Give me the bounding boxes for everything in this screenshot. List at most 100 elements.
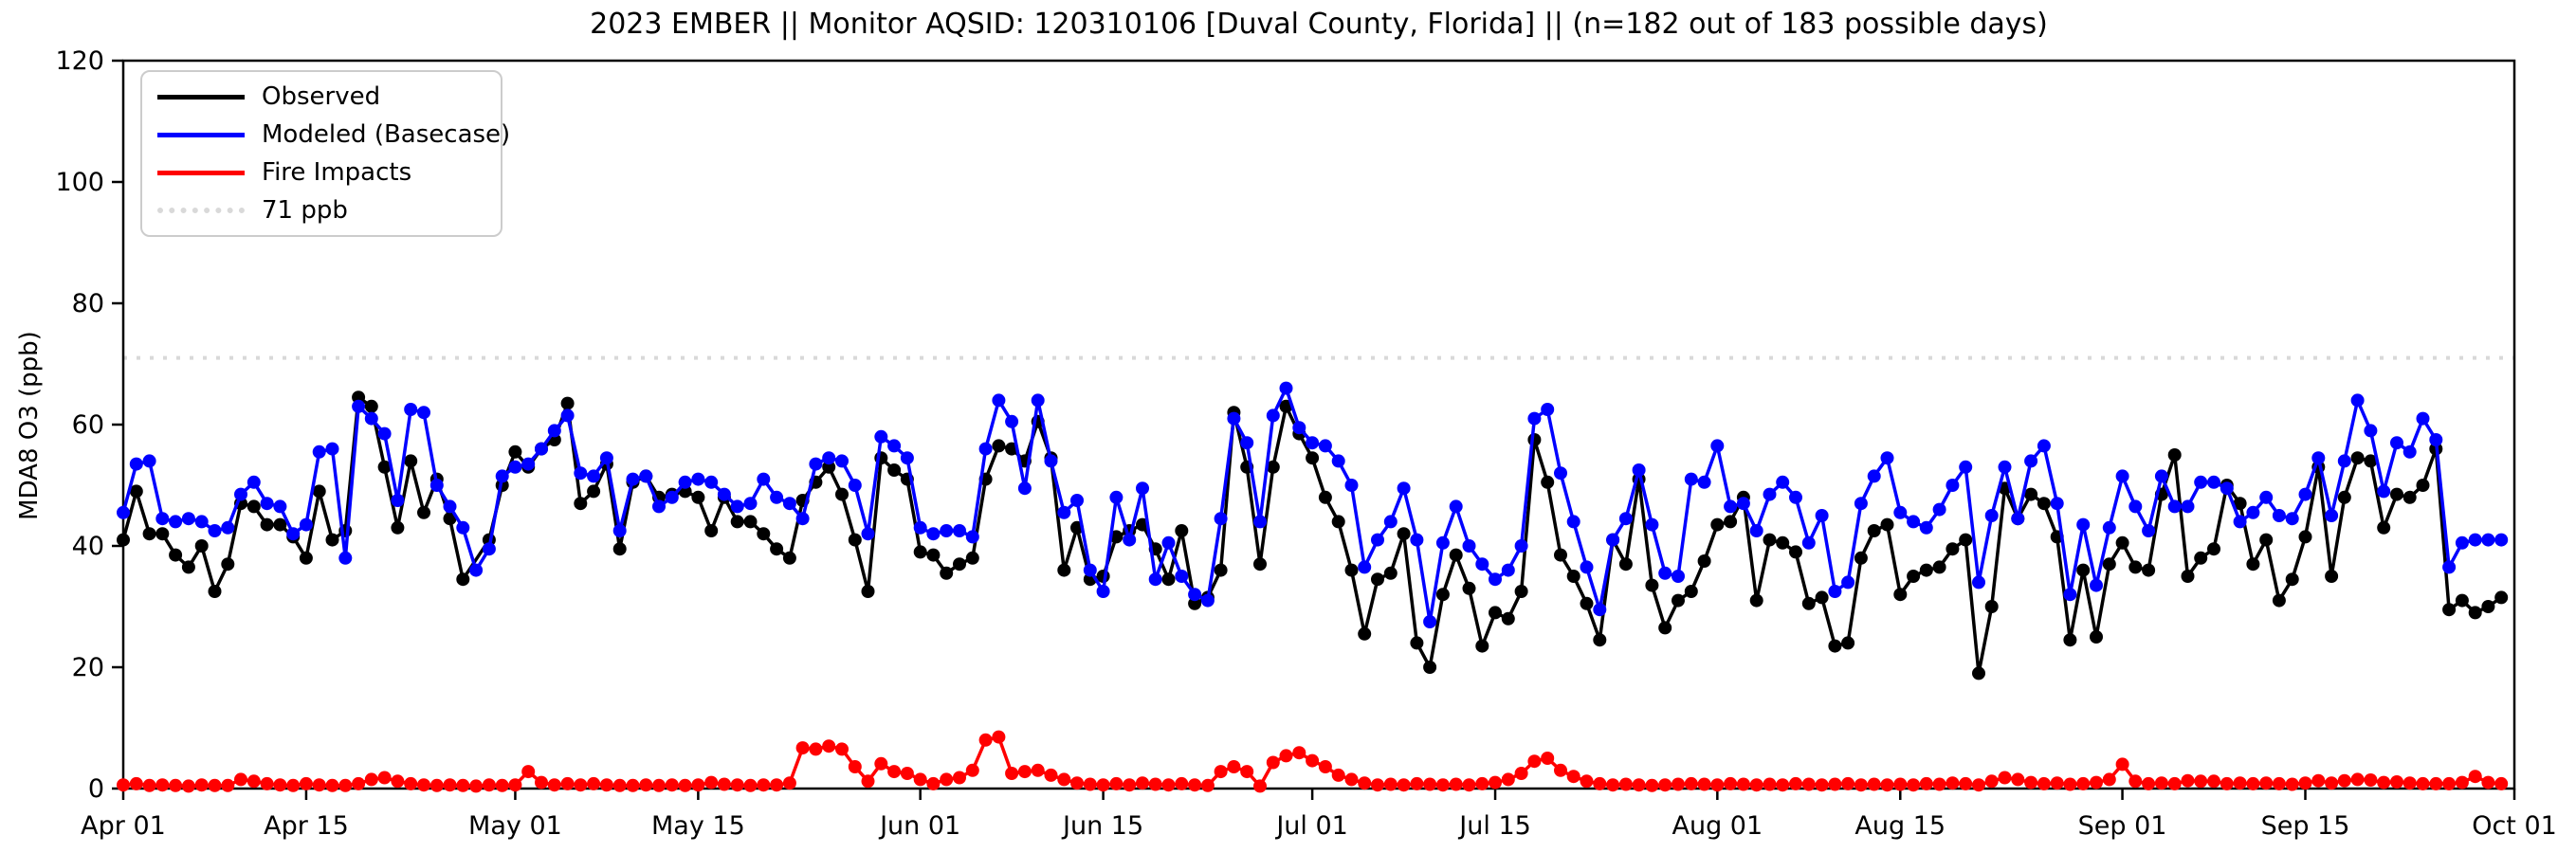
fire-impacts-marker bbox=[299, 776, 313, 790]
observed-marker bbox=[1593, 633, 1607, 647]
observed-marker bbox=[704, 524, 719, 537]
fire-impacts-marker bbox=[2285, 777, 2299, 791]
modeled-basecase--marker bbox=[1984, 509, 1999, 522]
fire-impacts-marker bbox=[1959, 776, 1973, 790]
observed-marker bbox=[1580, 596, 1594, 610]
modeled-basecase--marker bbox=[1593, 603, 1607, 617]
modeled-basecase--marker bbox=[822, 451, 836, 465]
observed-marker bbox=[273, 517, 287, 532]
observed-marker bbox=[1109, 530, 1124, 544]
modeled-basecase--marker bbox=[2259, 490, 2274, 504]
fire-impacts-marker bbox=[2194, 774, 2208, 789]
fire-impacts-marker bbox=[926, 776, 941, 790]
modeled-basecase--marker bbox=[795, 512, 810, 526]
fire-impacts-marker bbox=[1383, 777, 1398, 791]
modeled-basecase--marker bbox=[1946, 479, 1960, 492]
fire-impacts-marker bbox=[1998, 771, 2012, 785]
fire-impacts-marker bbox=[612, 778, 627, 792]
fire-impacts-marker bbox=[1724, 776, 1738, 790]
modeled-basecase--marker bbox=[2194, 475, 2208, 489]
fire-impacts-marker bbox=[1005, 767, 1019, 780]
modeled-basecase--marker bbox=[2455, 535, 2469, 550]
fire-impacts-marker bbox=[1096, 778, 1110, 792]
fire-impacts-marker bbox=[743, 778, 758, 792]
observed-marker bbox=[1266, 460, 1280, 474]
modeled-basecase--marker bbox=[1096, 585, 1110, 598]
modeled-basecase--marker bbox=[992, 393, 1006, 408]
fire-impacts-marker bbox=[822, 739, 836, 753]
fire-impacts-marker bbox=[1109, 776, 1124, 790]
modeled-basecase--marker bbox=[1907, 515, 1921, 529]
modeled-basecase--marker bbox=[2325, 509, 2339, 522]
fire-impacts-marker bbox=[2494, 776, 2509, 790]
modeled-basecase--marker bbox=[1044, 454, 1058, 468]
modeled-basecase--marker bbox=[1632, 463, 1646, 477]
observed-marker bbox=[2402, 490, 2417, 504]
modeled-basecase--marker bbox=[1435, 535, 1450, 550]
modeled-basecase--marker bbox=[1383, 515, 1398, 529]
modeled-basecase--marker bbox=[1331, 454, 1345, 468]
observed-marker bbox=[1527, 433, 1542, 446]
fire-impacts-marker bbox=[1554, 763, 1567, 777]
fire-impacts-marker bbox=[1828, 777, 1842, 791]
fire-impacts-marker bbox=[312, 778, 326, 792]
modeled-basecase--marker bbox=[1789, 490, 1802, 504]
modeled-basecase--marker bbox=[2207, 475, 2220, 489]
fire-impacts-marker bbox=[1527, 754, 1542, 769]
fire-impacts-marker bbox=[1907, 778, 1921, 792]
fire-impacts-marker bbox=[2429, 776, 2443, 790]
observed-marker bbox=[1566, 570, 1580, 583]
modeled-basecase--marker bbox=[809, 457, 823, 471]
observed-marker bbox=[247, 499, 261, 514]
fire-impacts-marker bbox=[547, 778, 561, 792]
fire-impacts-marker bbox=[1397, 778, 1411, 792]
modeled-basecase--marker bbox=[1005, 414, 1019, 428]
observed-marker bbox=[1435, 588, 1450, 602]
observed-marker bbox=[1672, 593, 1685, 608]
modeled-basecase--marker bbox=[129, 457, 143, 471]
observed-marker bbox=[2416, 479, 2430, 492]
observed-marker bbox=[2259, 533, 2274, 547]
observed-marker bbox=[861, 585, 875, 598]
fire-impacts-marker bbox=[482, 778, 496, 792]
observed-marker bbox=[2377, 520, 2391, 535]
fire-impacts-marker bbox=[1358, 776, 1372, 790]
modeled-basecase--marker bbox=[2050, 497, 2064, 511]
modeled-basecase--marker bbox=[2011, 512, 2025, 526]
modeled-basecase--marker bbox=[1358, 560, 1372, 574]
fire-impacts-marker bbox=[1658, 778, 1672, 792]
modeled-basecase--marker bbox=[704, 475, 719, 489]
observed-marker bbox=[2285, 572, 2299, 587]
modeled-line-swatch bbox=[157, 132, 245, 137]
modeled-basecase--marker bbox=[443, 499, 457, 514]
fire-impacts-marker bbox=[2102, 772, 2116, 787]
observed-marker bbox=[2494, 590, 2509, 605]
observed-marker bbox=[2364, 454, 2378, 468]
observed-marker bbox=[155, 527, 170, 541]
observed-marker bbox=[887, 463, 902, 477]
legend-label: 71 ppb bbox=[262, 196, 348, 225]
legend-item-threshold: 71 ppb bbox=[142, 196, 501, 225]
observed-marker bbox=[1880, 517, 1894, 532]
observed-marker bbox=[1397, 527, 1411, 541]
fire-impacts-marker bbox=[965, 763, 979, 777]
fire-impacts-marker bbox=[874, 756, 888, 771]
fire-impacts-marker bbox=[782, 776, 796, 790]
fire-impacts-marker bbox=[2181, 773, 2195, 788]
modeled-basecase--marker bbox=[482, 542, 496, 556]
observed-marker bbox=[835, 487, 849, 501]
modeled-basecase--marker bbox=[1776, 475, 1790, 489]
modeled-basecase--marker bbox=[1279, 381, 1293, 395]
modeled-basecase--marker bbox=[2377, 484, 2391, 499]
fire-impacts-marker bbox=[2076, 776, 2091, 790]
fire-impacts-marker bbox=[208, 778, 222, 792]
y-tick-label: 20 bbox=[72, 653, 104, 682]
observed-marker bbox=[1618, 557, 1633, 572]
modeled-basecase--marker bbox=[208, 524, 222, 537]
fire-impacts-marker bbox=[1331, 768, 1345, 782]
modeled-basecase--marker bbox=[1658, 566, 1672, 580]
modeled-basecase--marker bbox=[1397, 481, 1411, 496]
modeled-basecase--marker bbox=[1867, 469, 1881, 483]
modeled-basecase--marker bbox=[913, 520, 927, 535]
x-tick-label: Jul 15 bbox=[1457, 811, 1531, 841]
